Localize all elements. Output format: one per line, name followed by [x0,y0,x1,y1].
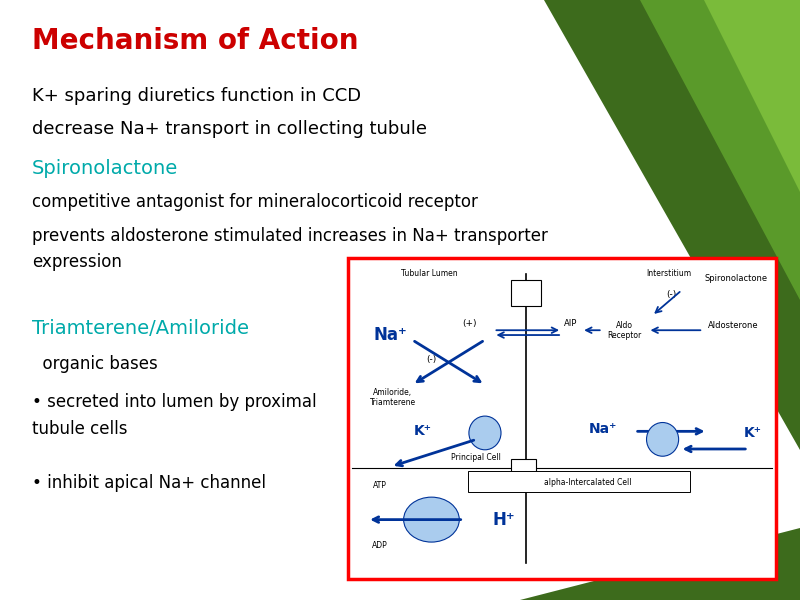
Polygon shape [520,528,800,600]
Bar [348,258,776,579]
Text: (-): (-) [666,290,676,299]
Text: Tubular Lumen: Tubular Lumen [401,269,458,278]
Text: AIP: AIP [564,319,578,328]
Bar [510,458,536,475]
Text: Spironolactone: Spironolactone [704,274,767,283]
Text: Amiloride,
Triamterene: Amiloride, Triamterene [370,388,416,407]
Text: Aldo
Receptor: Aldo Receptor [607,320,641,340]
Text: • secreted into lumen by proximal: • secreted into lumen by proximal [32,393,317,411]
Polygon shape [704,0,800,192]
Text: tubule cells: tubule cells [32,420,127,438]
Text: Interstitium: Interstitium [646,269,691,278]
Ellipse shape [404,497,459,542]
Bar [468,472,690,493]
Text: competitive antagonist for mineralocorticoid receptor: competitive antagonist for mineralocorti… [32,193,478,211]
Text: Mechanism of Action: Mechanism of Action [32,27,358,55]
Text: (-): (-) [426,355,437,364]
Text: Triamterene/Amiloride: Triamterene/Amiloride [32,319,249,338]
Text: H⁺: H⁺ [493,511,515,529]
Text: organic bases: organic bases [32,355,158,373]
Text: Spironolactone: Spironolactone [32,159,178,178]
Text: ADP: ADP [372,541,388,550]
Text: alpha-Intercalated Cell: alpha-Intercalated Cell [544,478,631,487]
Text: • inhibit apical Na+ channel: • inhibit apical Na+ channel [32,474,266,492]
Bar [510,280,541,306]
Text: K⁺: K⁺ [414,424,432,437]
Text: Aldosterone: Aldosterone [708,321,758,330]
Text: (+): (+) [462,319,478,328]
Text: Na⁺: Na⁺ [589,422,617,436]
Polygon shape [640,0,800,300]
Text: Na⁺: Na⁺ [374,326,408,344]
Text: K+ sparing diuretics function in CCD: K+ sparing diuretics function in CCD [32,87,361,105]
Ellipse shape [469,416,501,450]
Text: Principal Cell: Principal Cell [451,453,502,462]
Text: decrease Na+ transport in collecting tubule: decrease Na+ transport in collecting tub… [32,120,427,138]
Ellipse shape [646,422,678,456]
Text: prevents aldosterone stimulated increases in Na+ transporter: prevents aldosterone stimulated increase… [32,227,548,245]
Polygon shape [544,0,800,450]
Text: expression: expression [32,253,122,271]
Text: ATP: ATP [373,481,387,490]
Text: K⁺: K⁺ [743,426,762,440]
